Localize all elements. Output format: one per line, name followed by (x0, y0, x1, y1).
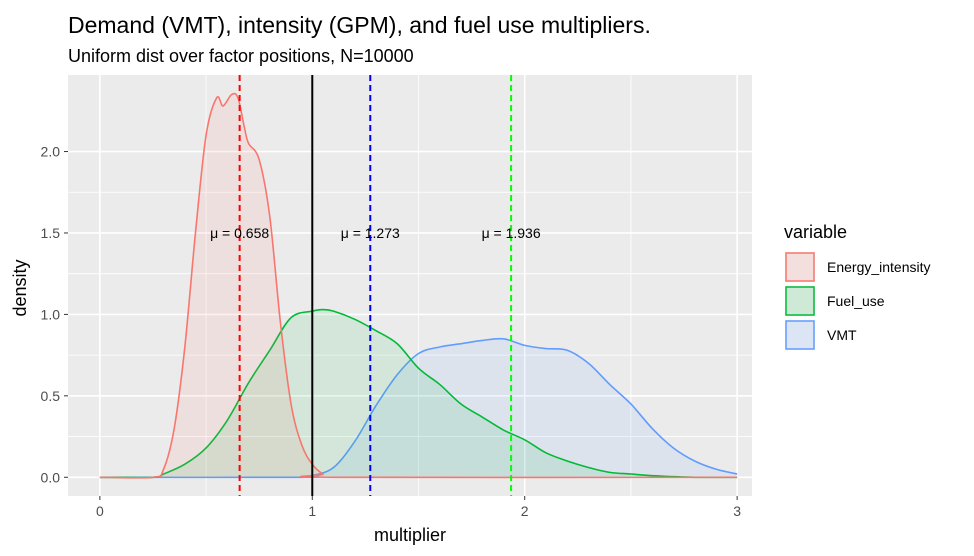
x-tick-label: 3 (733, 503, 741, 519)
density-fill-vmt (99, 338, 738, 478)
mean-lines (238, 75, 513, 496)
legend-key-bg (785, 286, 815, 316)
mean-annotations: μ = 0.658 μ = 1.273 μ = 1.936 (210, 225, 541, 241)
mean-annotation: μ = 0.658 (210, 225, 269, 241)
density-line-vmt (99, 337, 738, 479)
minor-gridlines (68, 75, 752, 496)
y-tick-label: 0.5 (41, 388, 61, 404)
x-axis-title: multiplier (374, 525, 446, 545)
x-tick-label: 1 (308, 503, 316, 519)
density-areas (99, 92, 738, 479)
legend-key-bg (785, 252, 815, 282)
legend-swatch-vmt (785, 320, 815, 350)
chart-subtitle: Uniform dist over factor positions, N=10… (68, 46, 414, 66)
mean-annotation: μ = 1.273 (341, 225, 400, 241)
plot-panel (68, 75, 752, 496)
density-fill-energy-intensity (99, 93, 738, 478)
y-tick-label: 2.0 (41, 144, 61, 160)
x-tick-label: 0 (96, 503, 104, 519)
y-tick-label: 1.5 (41, 225, 61, 241)
legend-swatch-energy-intensity (785, 252, 815, 282)
density-line-fuel-use (99, 308, 738, 479)
y-tick-label: 0.0 (41, 469, 61, 485)
legend-label: Fuel_use (827, 293, 885, 309)
legend-swatch-fuel-use (785, 286, 815, 316)
legend: variable Energy_intensity Fuel_use VMT (784, 222, 931, 350)
chart-title: Demand (VMT), intensity (GPM), and fuel … (68, 12, 651, 38)
legend-title: variable (784, 222, 847, 242)
legend-label: VMT (827, 327, 857, 343)
x-axis: 0 1 2 3 (96, 496, 741, 519)
density-fill-fuel-use (99, 309, 738, 478)
y-axis: 0.0 0.5 1.0 1.5 2.0 (41, 144, 68, 485)
legend-key-bg (785, 320, 815, 350)
legend-label: Energy_intensity (827, 259, 931, 275)
x-tick-label: 2 (521, 503, 529, 519)
y-tick-label: 1.0 (41, 306, 61, 322)
y-axis-title: density (10, 259, 30, 316)
density-line-energy-intensity (99, 92, 738, 479)
mean-annotation: μ = 1.936 (482, 225, 541, 241)
